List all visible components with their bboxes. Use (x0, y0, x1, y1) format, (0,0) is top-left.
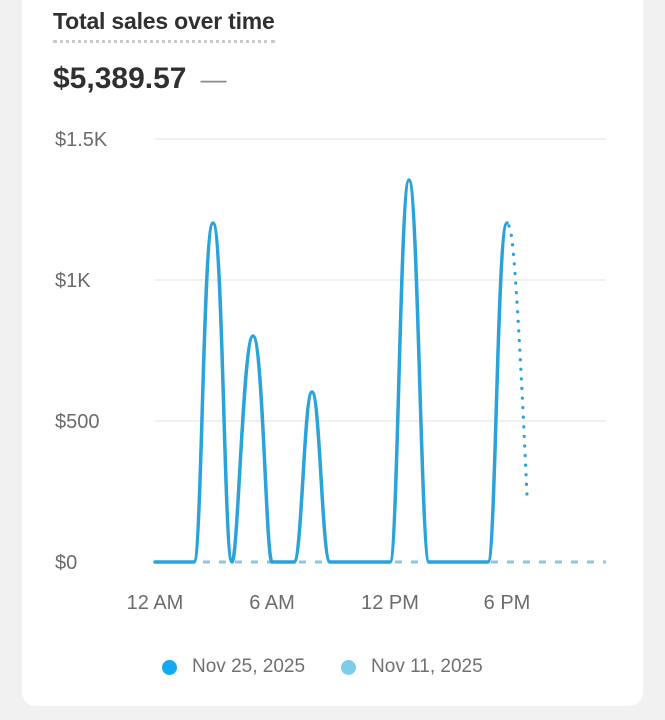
x-axis: 12 AM 6 AM 12 PM 6 PM (127, 592, 531, 614)
y-tick-label: $1.5K (55, 129, 108, 151)
total-value: $5,389.57 (53, 62, 187, 95)
chart-legend: Nov 25, 2025 Nov 11, 2025 (162, 656, 519, 678)
total-sales: $5,389.57 — (53, 62, 226, 96)
y-tick-label: $0 (55, 552, 77, 574)
x-tick-label: 12 AM (127, 592, 184, 614)
y-axis: $1.5K $1K $500 $0 (55, 129, 108, 574)
card-title[interactable]: Total sales over time (53, 8, 275, 43)
legend-item-comparison[interactable]: Nov 11, 2025 (341, 656, 483, 678)
legend-dot-icon (341, 659, 357, 675)
legend-label: Nov 25, 2025 (192, 656, 306, 677)
y-tick-label: $1K (55, 270, 91, 292)
x-tick-label: 12 PM (361, 592, 419, 614)
y-tick-label: $500 (55, 411, 100, 433)
change-indicator: — (200, 63, 227, 94)
legend-item-current[interactable]: Nov 25, 2025 (162, 656, 305, 678)
x-tick-label: 6 AM (249, 592, 295, 614)
x-tick-label: 6 PM (484, 592, 531, 614)
sales-card (22, 0, 643, 706)
gridlines (155, 138, 606, 422)
legend-label: Nov 11, 2025 (371, 656, 483, 677)
incomplete-series-line (507, 224, 529, 497)
primary-series-line (153, 178, 509, 564)
legend-dot-icon (162, 659, 177, 675)
